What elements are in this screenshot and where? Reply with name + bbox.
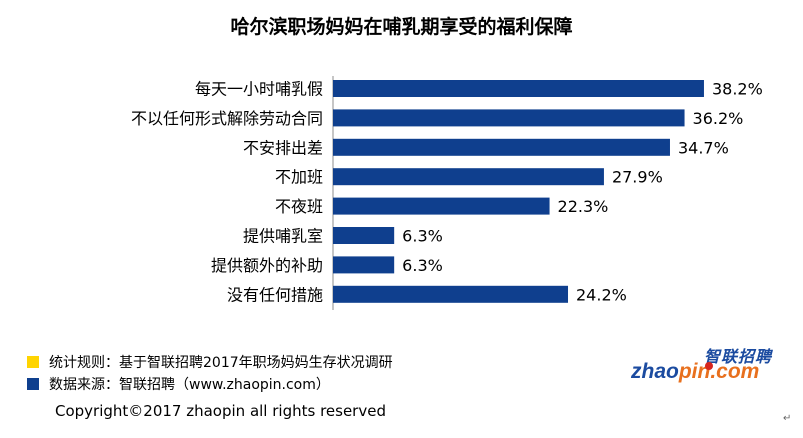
note-source-text: 数据来源：智联招聘（www.zhaopin.com） xyxy=(49,377,330,393)
note-rule-text: 统计规则：基于智联招聘2017年职场妈妈生存状况调研 xyxy=(49,355,393,371)
value-label: 6.3% xyxy=(402,227,443,246)
note-rule: 统计规则：基于智联招聘2017年职场妈妈生存状况调研 xyxy=(27,352,393,372)
value-label: 6.3% xyxy=(402,256,443,275)
value-label: 24.2% xyxy=(576,285,627,304)
category-label: 不夜班 xyxy=(275,197,323,216)
category-label: 每天一小时哺乳假 xyxy=(195,80,323,99)
bar xyxy=(333,109,685,127)
paragraph-mark-icon: ↵ xyxy=(783,413,792,424)
logo-cn-text: 智联招聘 xyxy=(703,347,772,366)
logo-en-part2: pin.com xyxy=(678,360,760,383)
category-label: 不安排出差 xyxy=(243,138,323,157)
bar xyxy=(333,256,395,274)
bar xyxy=(333,197,550,215)
category-label: 不加班 xyxy=(275,168,323,187)
logo-en-part1: zhao xyxy=(631,360,679,383)
category-label: 提供哺乳室 xyxy=(243,227,323,246)
bar xyxy=(333,138,670,156)
note-swatch-yellow xyxy=(27,356,39,368)
value-label: 34.7% xyxy=(678,138,729,157)
copyright-text: Copyright©2017 zhaopin all rights reserv… xyxy=(55,402,386,420)
bar-chart: 每天一小时哺乳假 38.2% 不以任何形式解除劳动合同 36.2% 不安排出差 34.7%… xyxy=(131,76,763,310)
bar xyxy=(333,80,704,97)
bar xyxy=(333,227,395,244)
zhaopin-logo: 智联招聘 zhaopin.com xyxy=(631,343,776,385)
value-label: 27.9% xyxy=(612,168,663,187)
value-label: 36.2% xyxy=(693,109,744,128)
category-label: 不以任何形式解除劳动合同 xyxy=(131,109,323,128)
category-label: 没有任何措施 xyxy=(227,285,323,304)
logo-dot-icon xyxy=(705,362,713,370)
chart-title: 哈尔滨职场妈妈在哺乳期享受的福利保障 xyxy=(230,16,573,38)
value-label: 38.2% xyxy=(712,80,763,99)
bar xyxy=(333,285,569,303)
logo-en-text: zhaopin.com xyxy=(631,360,759,384)
value-label: 22.3% xyxy=(558,197,609,216)
note-source: 数据来源：智联招聘（www.zhaopin.com） xyxy=(27,374,330,394)
bar xyxy=(333,168,604,186)
category-label: 提供额外的补助 xyxy=(211,256,323,275)
note-swatch-blue xyxy=(27,378,39,390)
